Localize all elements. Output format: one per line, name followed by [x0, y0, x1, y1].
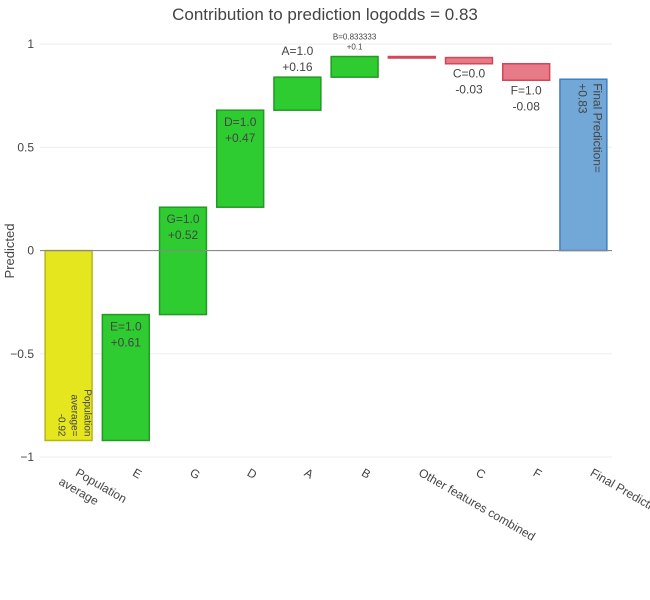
bar-label: +0.61 [111, 336, 142, 350]
x-tick-label: C [474, 465, 489, 482]
y-tick-label: 1 [27, 37, 34, 51]
x-tick-line: E [130, 465, 144, 481]
y-axis-ticks: 1 0.5 0 −0.5 −1 [10, 37, 34, 464]
x-tick-label: F [531, 465, 544, 481]
bar-label: F=1.0 [511, 83, 542, 97]
x-tick-line: D [245, 465, 260, 482]
bar-label: -0.08 [513, 99, 541, 113]
bar-label: +0.52 [168, 228, 199, 242]
x-tick-line: A [302, 465, 316, 481]
x-tick-label: Final Prediction [588, 465, 650, 518]
x-tick-label: D [245, 465, 260, 482]
bar-labels: Populationaverage=-0.92 E=1.0 +0.61 G=1.0 +0… [56, 33, 605, 437]
x-tick-label: Populationaverage [56, 460, 129, 519]
y-axis-label: Predicted [2, 224, 17, 279]
x-tick-label: B [359, 465, 373, 481]
x-tick-line: C [474, 465, 489, 482]
y-tick-label: 0 [27, 244, 34, 258]
bar-b [330, 55, 379, 78]
x-tick-line: G [188, 465, 203, 482]
bar-label: +0.1 [347, 43, 363, 52]
bar-label: -0.03 [455, 83, 483, 97]
y-tick-label: −1 [20, 450, 34, 464]
x-tick-label: E [130, 465, 144, 481]
bars [44, 55, 608, 442]
bar-label: +0.47 [225, 131, 256, 145]
bar-a [273, 76, 322, 111]
bar-label: B=0.833333 [333, 33, 377, 42]
bar-label: E=1.0 [110, 320, 142, 334]
bar-e [101, 313, 151, 442]
bar-label: +0.83 [575, 83, 589, 114]
bar-label: D=1.0 [224, 115, 257, 129]
bar-label: A=1.0 [282, 44, 314, 58]
y-tick-label: −0.5 [10, 347, 34, 361]
bar-c [444, 56, 494, 65]
x-tick-line: Final Prediction [588, 465, 650, 518]
bar-label: Population [82, 389, 93, 436]
bar-label: +0.16 [282, 60, 313, 74]
bar-other-features-combined [387, 55, 437, 59]
bar-d [215, 109, 265, 208]
bar-final-prediction [559, 78, 608, 252]
chart-title: Contribution to prediction logodds = 0.8… [172, 5, 478, 24]
bar-label: Final Prediction= [590, 83, 604, 173]
bar-label: average= [69, 395, 80, 437]
bar-label: G=1.0 [166, 212, 199, 226]
x-tick-line: B [359, 465, 373, 481]
bar-g [158, 206, 208, 316]
bar-label: -0.92 [56, 414, 67, 437]
x-tick-label: A [302, 465, 316, 481]
y-tick-label: 0.5 [17, 140, 34, 154]
x-tick-line: F [531, 465, 544, 481]
x-tick-label: G [188, 465, 203, 482]
bar-label: C=0.0 [453, 67, 486, 81]
bar-f [501, 62, 551, 82]
